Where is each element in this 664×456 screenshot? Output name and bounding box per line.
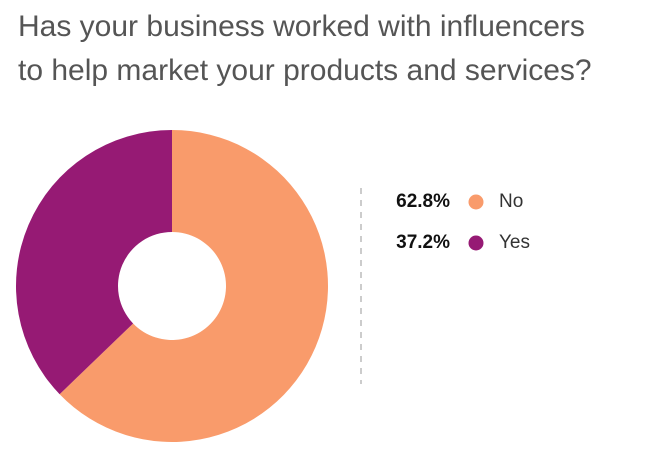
legend-value: 62.8% [396, 191, 450, 212]
legend-swatch [468, 194, 484, 210]
legend-label: No [499, 191, 523, 212]
legend-label: Yes [499, 232, 530, 253]
chart-title: to help market your products and service… [18, 54, 592, 87]
legend-value: 37.2% [396, 232, 450, 253]
legend-swatch [468, 235, 484, 251]
slice [59, 130, 328, 442]
slice [15, 130, 173, 395]
chart-title: Has your business worked with influencer… [18, 10, 585, 43]
